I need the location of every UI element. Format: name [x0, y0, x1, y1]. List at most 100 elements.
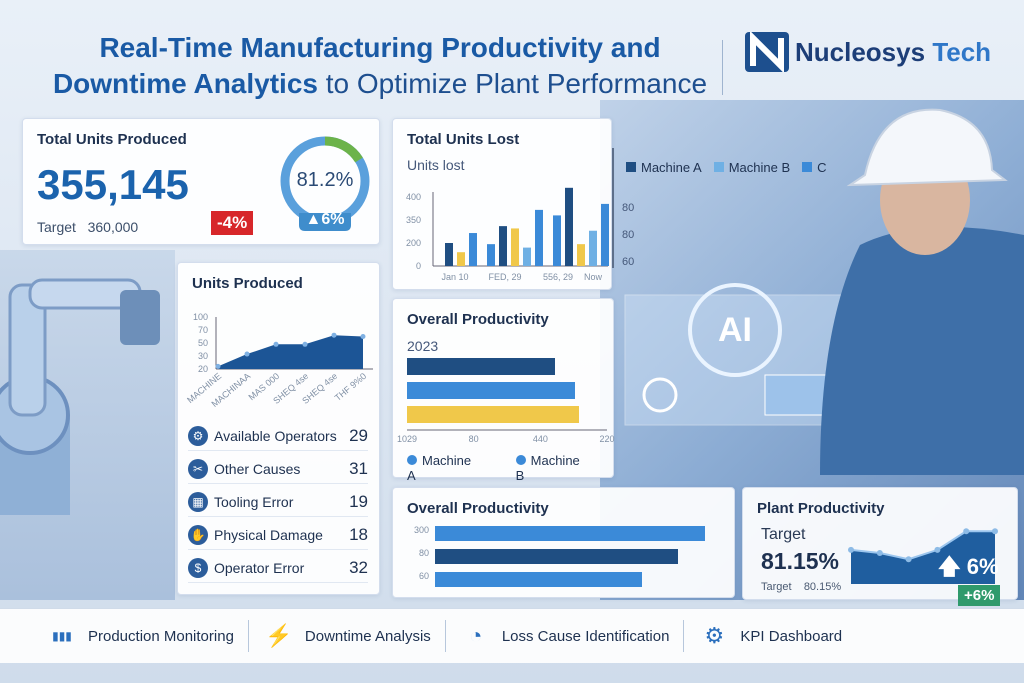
pie-chart-icon: ◔ [469, 623, 483, 648]
gauge-delta: 6% [321, 211, 345, 228]
card-title: Plant Productivity [757, 500, 885, 517]
engineer-photo [820, 108, 1024, 475]
downtime-value: 29 [349, 425, 368, 445]
bar [601, 203, 609, 266]
bar [435, 572, 642, 587]
robot-arm-image [0, 278, 160, 515]
bar [407, 358, 555, 375]
bar [407, 382, 575, 399]
overall-productivity-card: Overall Productivity 2023 1029 80 440 220 M… [392, 298, 615, 483]
lightning-icon: ⚡ [265, 623, 293, 648]
feature-label: Production Monitoring [88, 627, 234, 645]
arrow-up-icon: 🡅 [938, 554, 961, 579]
title-line-1: Real-Time Manufacturing Productivity and [99, 32, 661, 63]
title-line-2: Downtime Analytics [52, 68, 318, 99]
overall-productivity-chart: 1029 80 440 220 [397, 358, 615, 444]
arrow-up-icon: ▲ [305, 211, 322, 228]
data-point [302, 341, 308, 347]
x-tick-label: 440 [533, 434, 548, 444]
downtime-list-item[interactable]: ▦ Tooling Error 19 [188, 487, 368, 517]
bar [457, 252, 465, 266]
logo-name-2: Tech [932, 36, 992, 67]
right-axis-line [612, 148, 614, 268]
y-tick-label: 50 [198, 338, 208, 348]
legend-label: Machine A [641, 160, 702, 175]
legend-swatch [802, 162, 813, 172]
bar [487, 244, 495, 266]
downtime-value: 18 [349, 524, 368, 544]
n-logo-icon [745, 32, 789, 72]
x-tick-label: Now [584, 272, 603, 282]
feature-label: Loss Cause Identification [501, 627, 670, 645]
downtime-value: 31 [349, 458, 368, 478]
y-tick-label: 400 [406, 192, 421, 202]
legend-item: Machine A [626, 160, 702, 175]
x-tick-label: FED, 29 [488, 272, 521, 282]
trend-delta: 6% [966, 554, 999, 579]
right-axis-tick: 80 [622, 229, 635, 241]
downtime-value: 32 [349, 557, 368, 577]
sparkline-area [851, 531, 995, 584]
svg-text:AI: AI [718, 311, 752, 349]
data-point [934, 546, 941, 553]
bar [407, 406, 579, 423]
target-value: 360,000 [87, 219, 139, 235]
bar [445, 243, 453, 266]
divider [444, 620, 446, 652]
ai-hologram-image: AI [624, 283, 846, 426]
feature-production-monitoring[interactable]: ▮▮▮ Production Monitoring [32, 622, 248, 650]
x-tick-label: 220 [599, 434, 614, 444]
feature-label: Downtime Analysis [304, 627, 431, 645]
bar [523, 247, 531, 266]
x-tick-label: 556, 29 [543, 272, 573, 282]
year-label: 2023 [407, 338, 439, 354]
x-tick-label: 1029 [397, 434, 417, 444]
legend-label: C [817, 160, 827, 175]
data-point [331, 332, 337, 338]
x-tick-label: THF 9%0 [333, 371, 369, 403]
units-lost-legend: Machine A Machine B C [626, 160, 827, 175]
divider [683, 620, 685, 652]
units-produced-card: Units Produced 20 30 50 70 100 MACHINE MACHINA… [177, 262, 380, 595]
y-tick-label: 30 [198, 351, 208, 361]
gauge [280, 136, 370, 231]
card-title: Overall Productivity [407, 500, 549, 517]
downtime-label: Available Operators [214, 427, 337, 444]
overall-productivity-legend: Machine A Machine B [407, 453, 613, 483]
title-divider [722, 40, 723, 95]
downtime-list-item[interactable]: ⚙ Available Operators 29 [188, 421, 368, 451]
data-point [215, 363, 221, 369]
data-point [244, 351, 250, 357]
data-point [876, 550, 883, 556]
legend-swatch [407, 455, 417, 465]
y-tick-label: 60 [419, 571, 429, 581]
legend-swatch [713, 162, 724, 172]
downtime-list-item[interactable]: $ Operator Error 32 [188, 553, 368, 583]
tooling-icon: ▦ [188, 491, 208, 512]
legend-label: Machine B [728, 160, 791, 175]
y-tick-label: 200 [406, 238, 421, 248]
y-tick-label: 20 [198, 364, 208, 374]
right-axis-tick: 80 [622, 202, 635, 214]
plant-productivity-value: 81.15% [761, 548, 840, 574]
bar-chart-icon: ▮▮▮ [52, 629, 72, 643]
feature-downtime-analysis[interactable]: ⚡ Downtime Analysis [249, 622, 445, 650]
y-tick-label: 100 [193, 312, 208, 322]
downtime-label: Tooling Error [214, 493, 294, 510]
target-label: Target [37, 219, 76, 235]
bar [565, 187, 573, 266]
bar [553, 215, 561, 266]
y-tick-label: 0 [416, 261, 421, 271]
units-lost-chart: 0 200 350 400 Jan 10 FED, 29 556, 29 Now [406, 187, 609, 282]
downtime-label: Other Causes [214, 460, 301, 477]
feature-kpi-dashboard[interactable]: ⚙ KPI Dashboard [684, 622, 856, 650]
bar [499, 226, 507, 266]
downtime-list-item[interactable]: ✋ Physical Damage 18 [188, 520, 368, 550]
downtime-list-item[interactable]: ✂ Other Causes 31 [188, 454, 368, 484]
units-lost-card: Total Units Lost Units lost 0 200 350 400 Ja… [392, 118, 612, 290]
feature-loss-cause-identification[interactable]: ◔ Loss Cause Identification [446, 622, 684, 650]
y-tick-label: 70 [198, 325, 208, 335]
legend-item: Machine A [407, 453, 482, 483]
chart-subtitle: Units lost [407, 157, 465, 173]
